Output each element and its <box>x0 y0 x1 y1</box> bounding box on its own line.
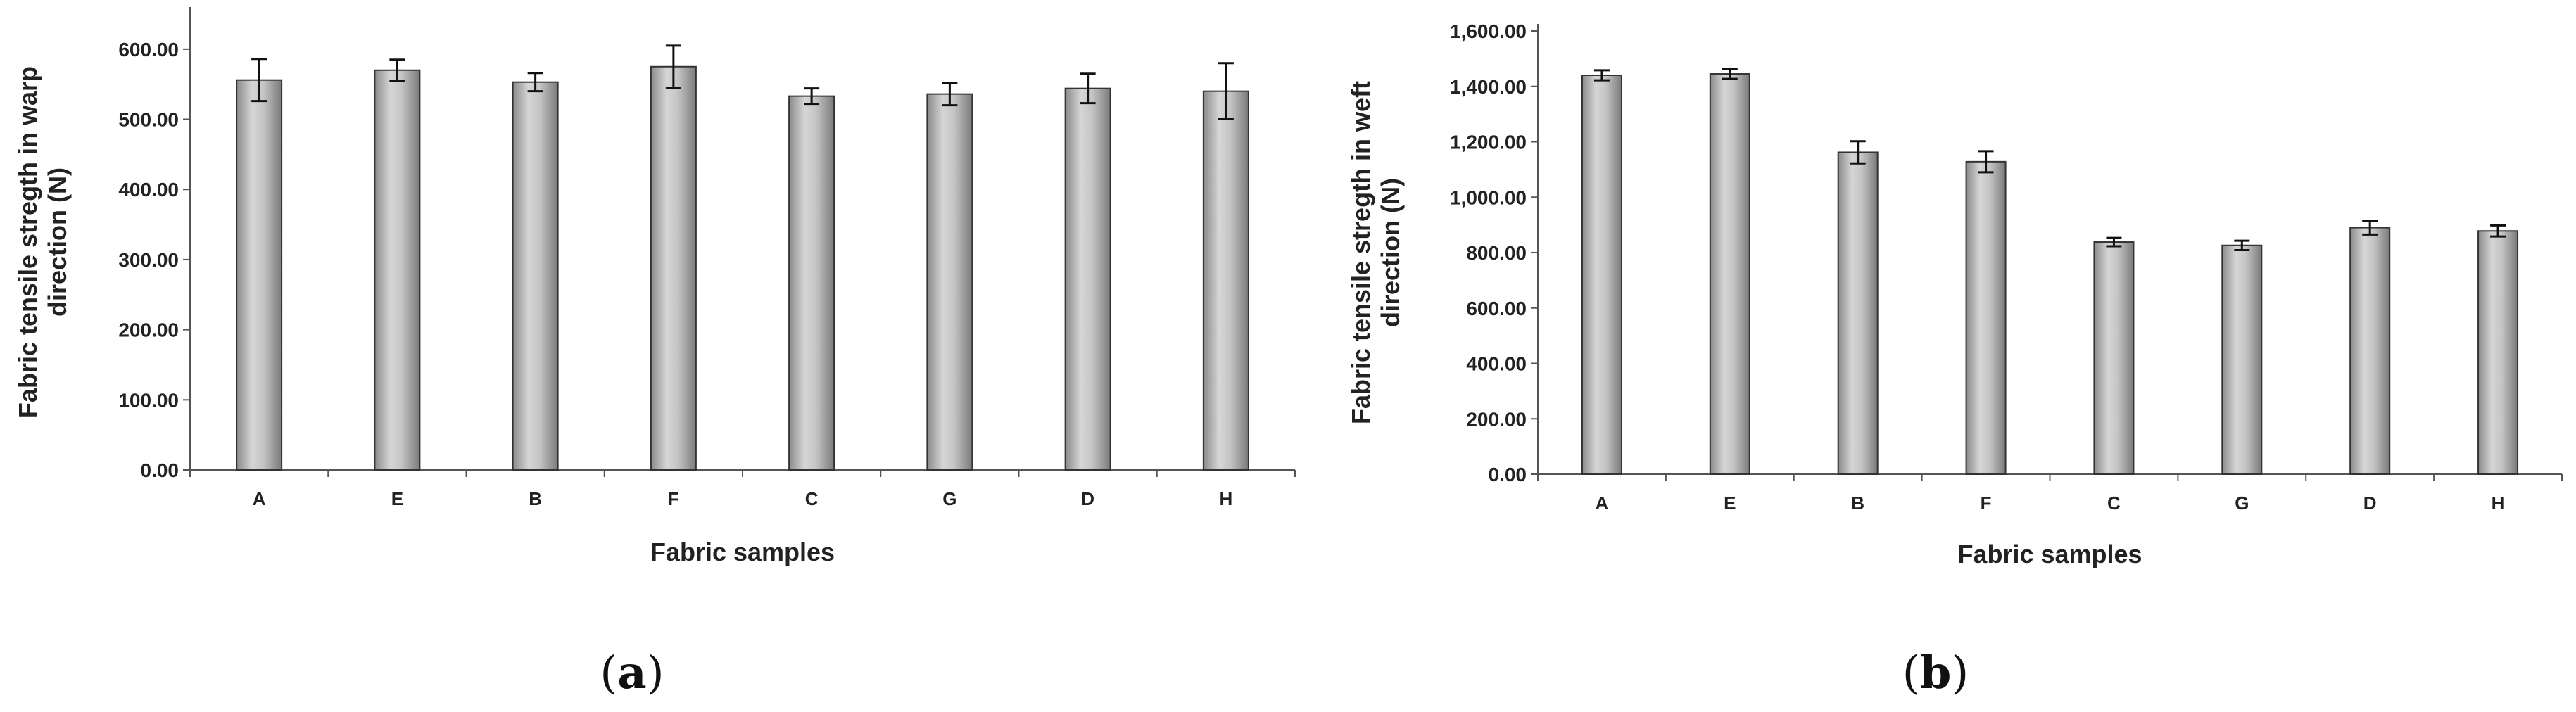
bar <box>1064 87 1111 471</box>
x-category-label: H <box>2492 492 2505 514</box>
y-axis-title-line: Fabric tensile stregth in warp <box>13 66 42 418</box>
panel-label-b: (b) <box>1902 647 1969 699</box>
bar <box>2221 244 2263 475</box>
y-tick-label: 0.00 <box>141 459 179 481</box>
bar <box>2349 227 2391 475</box>
bar <box>2477 230 2519 475</box>
y-axis-title-line: direction (N) <box>43 167 72 317</box>
panel-label-a: (a) <box>600 647 664 699</box>
x-category-label: G <box>2235 492 2249 514</box>
x-category-label: G <box>942 488 956 509</box>
bar <box>1965 160 2007 475</box>
y-tick-label: 600.00 <box>1466 298 1527 319</box>
y-tick-label: 300.00 <box>118 249 179 271</box>
panel-label-b-letter: b <box>1920 647 1952 699</box>
y-tick-label: 800.00 <box>1466 242 1527 264</box>
bar <box>2093 241 2135 475</box>
bar <box>926 93 973 471</box>
y-tick-label: 1,200.00 <box>1450 132 1527 153</box>
x-category-label: C <box>2107 492 2121 514</box>
x-category-label: A <box>253 488 266 509</box>
y-axis-title-line: Fabric tensile stregth in weft <box>1346 81 1375 424</box>
y-tick-label: 0.00 <box>1489 464 1527 485</box>
x-category-label: D <box>2363 492 2377 514</box>
x-category-label: B <box>529 488 542 509</box>
bar <box>1837 151 1879 475</box>
bar <box>1709 73 1750 475</box>
x-category-label: F <box>1981 492 1992 514</box>
y-tick-label: 200.00 <box>118 319 179 341</box>
y-tick-label: 500.00 <box>118 109 179 131</box>
bar <box>512 81 559 471</box>
y-axis-title-line: direction (N) <box>1376 178 1405 327</box>
chart-weft-strength: 0.00 200.00 400.00 600.00 800.00 1,000.00 1,20… <box>1346 20 2563 568</box>
x-axis-title: Fabric samples <box>1957 540 2142 568</box>
x-category-label: A <box>1596 492 1609 514</box>
x-category-label: F <box>668 488 679 509</box>
x-axis-title: Fabric samples <box>650 538 835 566</box>
x-category-label: E <box>391 488 403 509</box>
y-tick-label: 1,000.00 <box>1450 186 1527 208</box>
panel-label-a-letter: a <box>617 647 646 699</box>
y-tick-label: 100.00 <box>118 389 179 411</box>
x-category-label: B <box>1851 492 1864 514</box>
x-category-label: C <box>805 488 819 509</box>
y-tick-label: 1,400.00 <box>1450 76 1527 98</box>
y-tick-label: 200.00 <box>1466 408 1527 430</box>
y-tick-label: 400.00 <box>118 179 179 201</box>
bar <box>236 79 283 471</box>
y-tick-label: 400.00 <box>1466 353 1527 375</box>
bar <box>1581 75 1622 475</box>
x-category-label: D <box>1081 488 1094 509</box>
chart-warp-strength: 0.00 100.00 200.00 300.00 400.00 500.00 600.00… <box>13 7 1296 566</box>
bar <box>374 69 421 471</box>
x-category-label: H <box>1219 488 1232 509</box>
y-tick-label: 600.00 <box>118 39 179 61</box>
x-category-label: E <box>1724 492 1736 514</box>
bar <box>650 65 697 471</box>
bar <box>788 95 835 471</box>
bar <box>1202 90 1249 471</box>
y-tick-label: 1,600.00 <box>1450 20 1527 42</box>
